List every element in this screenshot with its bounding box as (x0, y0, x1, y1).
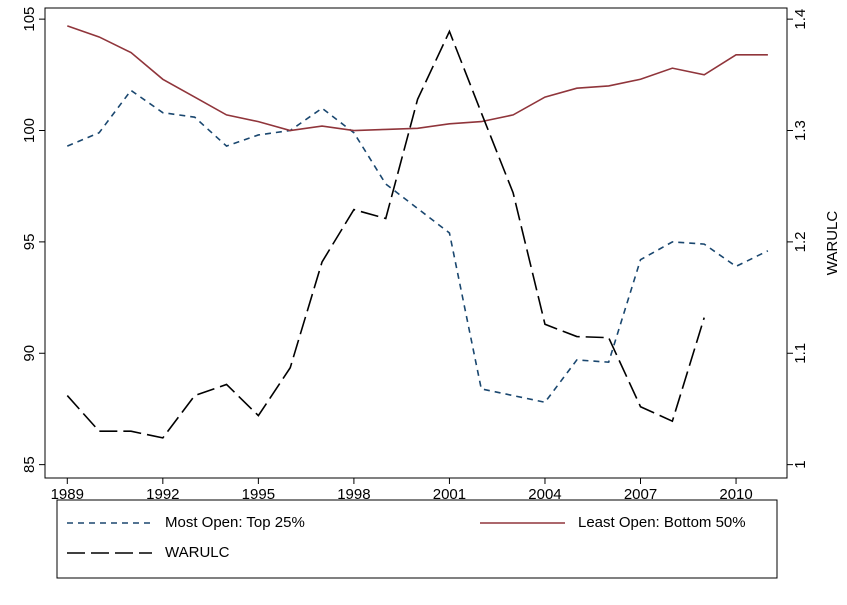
y2-tick-label: 1.2 (792, 231, 809, 252)
series-line (67, 25, 768, 132)
series-line (66, 89, 769, 404)
x-tick-label: 2001 (433, 486, 466, 503)
x-tick-label: 2004 (528, 486, 561, 503)
x-tick-label: 2007 (624, 486, 657, 503)
y-tick-label: 85 (21, 456, 38, 473)
y-tick-label: 105 (21, 7, 38, 32)
plot-frame (44, 7, 788, 479)
y2-tick-label: 1.4 (792, 9, 809, 30)
x-tick-label: 1995 (242, 486, 275, 503)
x-tick-label: 1989 (51, 486, 84, 503)
series-line (66, 29, 705, 439)
y-tick-label: 90 (21, 345, 38, 362)
y-tick-label: 95 (21, 234, 38, 251)
x-tick-label: 1998 (337, 486, 370, 503)
y-tick-label: 100 (21, 118, 38, 143)
y2-tick-label: 1.3 (792, 120, 809, 141)
y2-tick-label: 1 (792, 460, 809, 468)
legend-label: Least Open: Bottom 50% (578, 514, 746, 531)
y2-axis-label: WARULC (824, 211, 841, 276)
legend-label: Most Open: Top 25% (165, 514, 305, 531)
y2-tick-label: 1.1 (792, 343, 809, 364)
x-tick-label: 1992 (146, 486, 179, 503)
legend-box (56, 499, 778, 579)
legend-label: WARULC (165, 544, 230, 561)
x-tick-label: 2010 (719, 486, 752, 503)
